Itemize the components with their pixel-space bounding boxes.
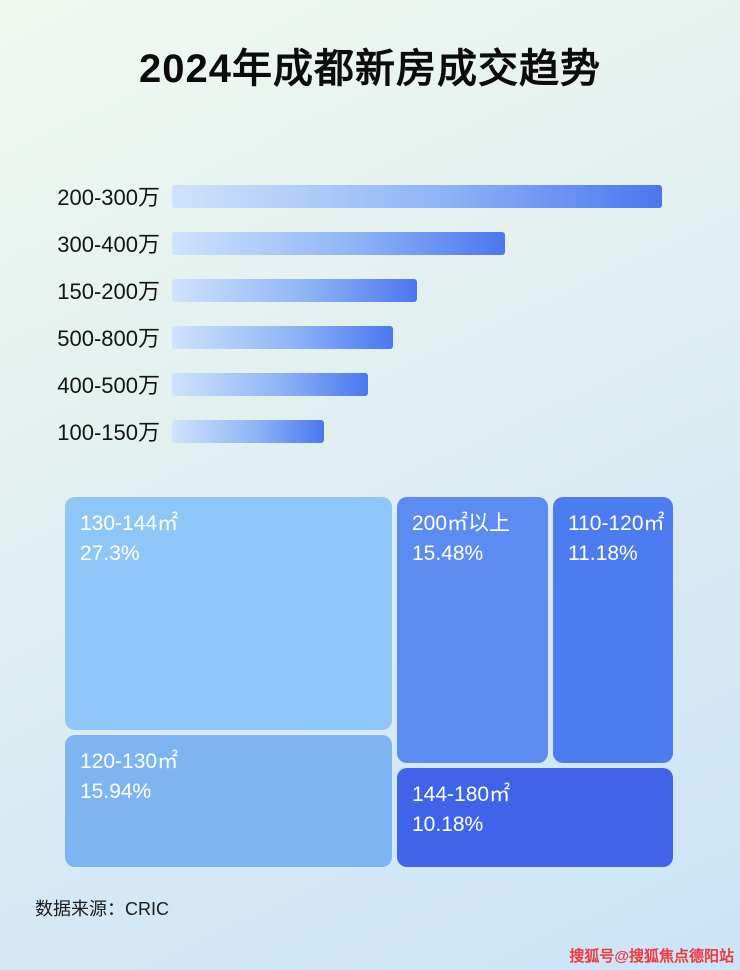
- treemap-block-percent: 11.18%: [568, 542, 638, 566]
- bar-row: 300-400万: [0, 231, 740, 257]
- treemap-block-label: 110-120㎡: [568, 512, 665, 535]
- bar-track: [172, 419, 662, 443]
- bar-150-200: [172, 278, 417, 302]
- treemap-block-120-130: 120-130㎡ 15.94%: [65, 735, 392, 867]
- bar-track: [172, 325, 662, 349]
- bar-500-800: [172, 325, 393, 349]
- bar-row: 100-150万: [0, 419, 740, 445]
- treemap-block-label: 120-130㎡: [80, 750, 179, 773]
- treemap-block-144-180: 144-180㎡ 10.18%: [397, 768, 673, 867]
- data-source: 数据来源：CRIC: [35, 899, 169, 919]
- bar-category-label: 200-300万: [57, 185, 160, 210]
- treemap: 130-144㎡ 27.3% 200㎡以上 15.48% 110-120㎡ 11…: [65, 497, 673, 867]
- treemap-block-percent: 27.3%: [80, 542, 140, 566]
- treemap-block-label: 200㎡以上: [412, 512, 511, 535]
- bar-track: [172, 184, 662, 208]
- treemap-block-130-144: 130-144㎡ 27.3%: [65, 497, 392, 730]
- bar-category-label: 100-150万: [57, 420, 160, 445]
- treemap-block-label: 130-144㎡: [80, 512, 179, 535]
- treemap-block-200-plus: 200㎡以上 15.48%: [397, 497, 548, 763]
- bar-category-label: 300-400万: [57, 232, 160, 257]
- treemap-block-label: 144-180㎡: [412, 783, 511, 806]
- bar-row: 200-300万: [0, 184, 740, 210]
- bar-300-400: [172, 231, 506, 255]
- bar-track: [172, 231, 662, 255]
- bar-track: [172, 278, 662, 302]
- treemap-block-percent: 15.48%: [412, 542, 484, 566]
- bar-category-label: 400-500万: [57, 373, 160, 398]
- bar-row: 400-500万: [0, 372, 740, 398]
- bar-100-150: [172, 419, 324, 443]
- bar-category-label: 150-200万: [57, 279, 160, 304]
- bar-row: 150-200万: [0, 278, 740, 304]
- bar-category-label: 500-800万: [57, 326, 160, 351]
- bar-200-300: [172, 184, 662, 208]
- bar-400-500: [172, 372, 368, 396]
- chart-title: 2024年成都新房成交趋势: [139, 47, 601, 91]
- treemap-block-110-120: 110-120㎡ 11.18%: [553, 497, 673, 763]
- bar-track: [172, 372, 662, 396]
- bar-row: 500-800万: [0, 325, 740, 351]
- watermark: 搜狐号@搜狐焦点德阳站: [569, 948, 734, 965]
- treemap-block-percent: 15.94%: [80, 780, 152, 804]
- bar-chart: 200-300万 300-400万 150-200万 500-800万 400-…: [0, 184, 740, 466]
- treemap-block-percent: 10.18%: [412, 813, 484, 837]
